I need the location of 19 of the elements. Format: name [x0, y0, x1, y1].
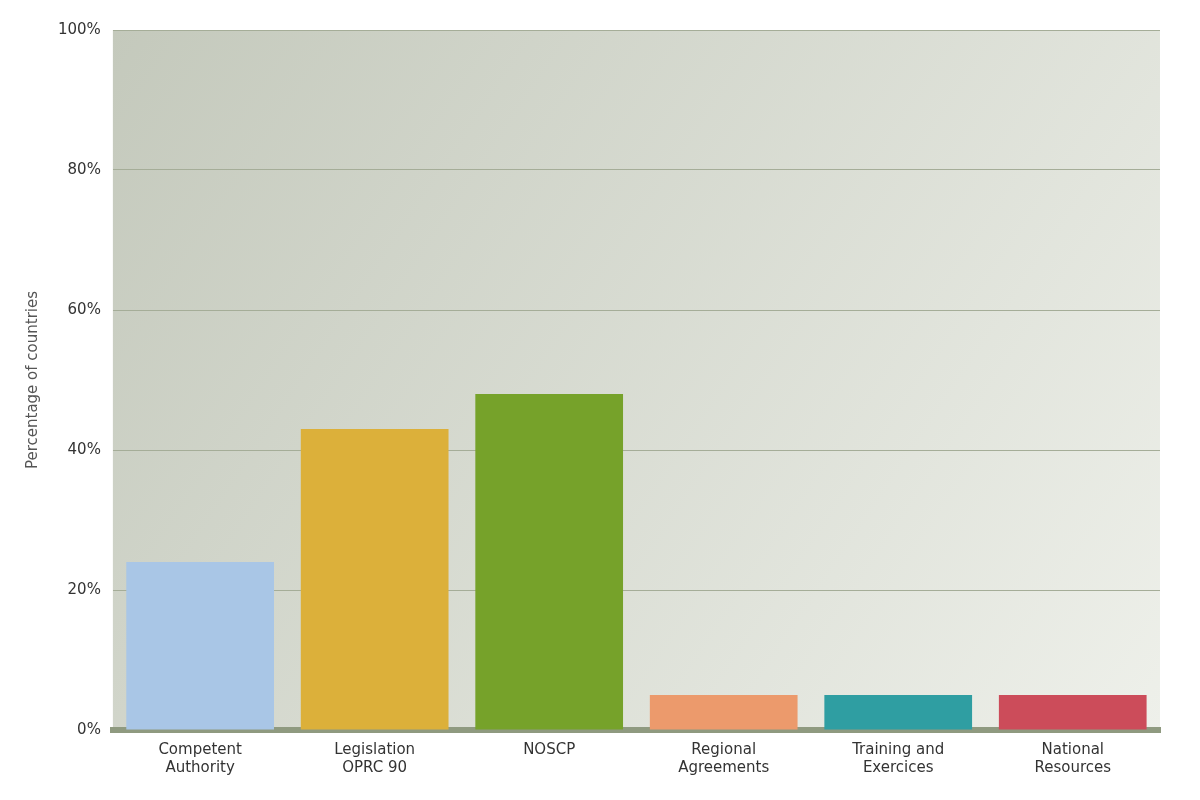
bar — [649, 695, 798, 730]
x-tick-label: Regional Agreements — [678, 739, 770, 776]
x-tick-label: Competent Authority — [158, 739, 243, 776]
x-tick-label: National Resources — [1034, 739, 1112, 776]
x-tick-label: Legislation OPRC 90 — [334, 739, 416, 776]
bar — [126, 562, 274, 730]
y-tick-label: 60% — [67, 299, 101, 318]
x-tick-label: Training and Exercices — [851, 739, 945, 776]
bar — [475, 394, 624, 730]
x-tick-label: NOSCP — [523, 739, 576, 758]
bar — [300, 429, 449, 730]
y-tick-label: 80% — [67, 159, 101, 178]
y-tick-label: 0% — [77, 719, 101, 738]
bar — [824, 695, 973, 730]
bar — [998, 695, 1147, 730]
y-tick-label: 100% — [57, 19, 101, 38]
y-tick-label: 40% — [67, 439, 101, 458]
y-axis-title: Percentage of countries — [22, 290, 41, 470]
y-tick-label: 20% — [67, 579, 101, 598]
